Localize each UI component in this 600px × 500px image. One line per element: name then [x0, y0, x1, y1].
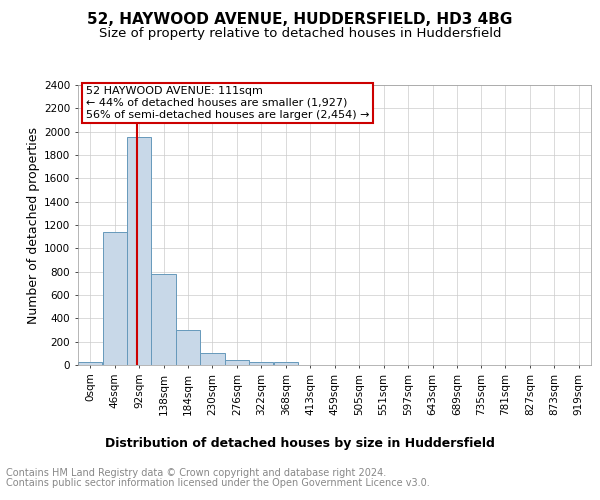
- Bar: [200, 353, 224, 365]
- Bar: [274, 362, 298, 365]
- Text: Contains public sector information licensed under the Open Government Licence v3: Contains public sector information licen…: [6, 478, 430, 488]
- Bar: [103, 232, 127, 365]
- Text: 52 HAYWOOD AVENUE: 111sqm
← 44% of detached houses are smaller (1,927)
56% of se: 52 HAYWOOD AVENUE: 111sqm ← 44% of detac…: [86, 86, 369, 120]
- Text: Size of property relative to detached houses in Huddersfield: Size of property relative to detached ho…: [99, 28, 501, 40]
- Bar: [127, 138, 151, 365]
- Bar: [151, 274, 176, 365]
- Text: Distribution of detached houses by size in Huddersfield: Distribution of detached houses by size …: [105, 438, 495, 450]
- Text: 52, HAYWOOD AVENUE, HUDDERSFIELD, HD3 4BG: 52, HAYWOOD AVENUE, HUDDERSFIELD, HD3 4B…: [88, 12, 512, 28]
- Bar: [176, 330, 200, 365]
- Bar: [225, 360, 249, 365]
- Bar: [250, 362, 274, 365]
- Bar: [78, 362, 103, 365]
- Y-axis label: Number of detached properties: Number of detached properties: [27, 126, 40, 324]
- Text: Contains HM Land Registry data © Crown copyright and database right 2024.: Contains HM Land Registry data © Crown c…: [6, 468, 386, 477]
